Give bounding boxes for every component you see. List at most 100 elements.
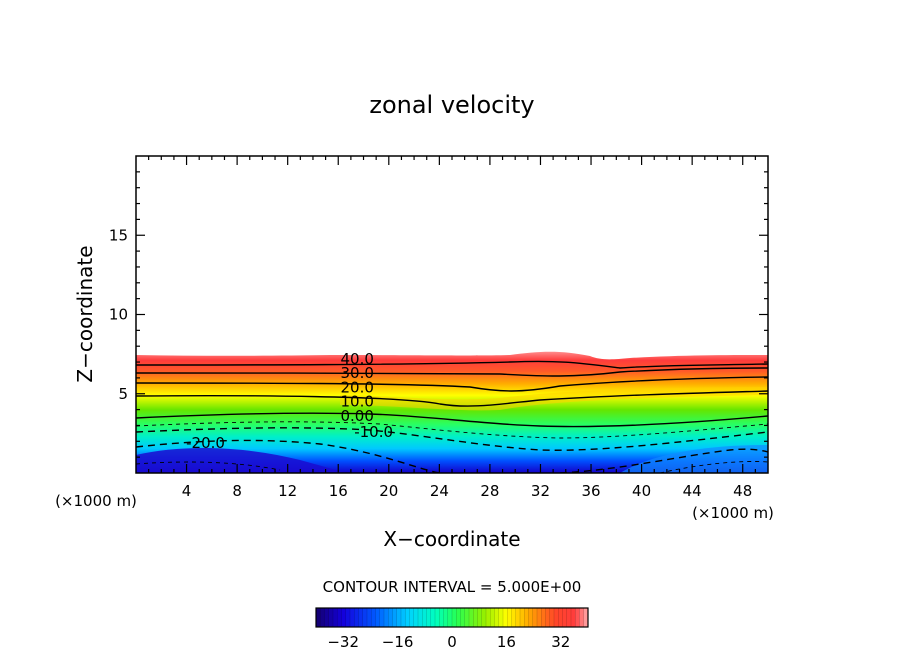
colorbar-cell bbox=[392, 608, 398, 627]
colorbar-cell bbox=[379, 608, 385, 627]
colorbar-cell bbox=[405, 608, 410, 627]
colorbar-cell bbox=[473, 608, 478, 627]
colorbar-cell bbox=[537, 608, 542, 627]
x-tick-label: 32 bbox=[531, 482, 550, 500]
contour-label: 40.0 bbox=[340, 350, 373, 368]
x-tick-label: 44 bbox=[683, 482, 702, 500]
colorbar-cell bbox=[515, 608, 521, 627]
colorbar-cell bbox=[362, 608, 368, 627]
x-unit-label-left: (×1000 m) bbox=[55, 492, 137, 510]
colorbar-cell bbox=[452, 608, 457, 627]
colorbar-tick-label: 32 bbox=[551, 633, 570, 651]
contour-label: 0.00 bbox=[340, 407, 373, 425]
chart-title: zonal velocity bbox=[369, 91, 534, 119]
colorbar-cell bbox=[490, 608, 495, 627]
colorbar-cell bbox=[558, 608, 563, 627]
colorbar-tick-label: 16 bbox=[497, 633, 516, 651]
colorbar-cell bbox=[579, 608, 585, 627]
y-tick-label: 15 bbox=[109, 226, 128, 244]
colorbar-cell bbox=[583, 608, 589, 627]
colorbar-cell bbox=[358, 608, 364, 627]
contour-labels: 40.030.020.010.00.00-10.0 -20.0 bbox=[186, 350, 393, 452]
contour-interval-text: CONTOUR INTERVAL = 5.000E+00 bbox=[323, 578, 582, 596]
colorbar-cell bbox=[456, 608, 461, 627]
colorbar-frame bbox=[315, 607, 589, 628]
x-tick-label: 24 bbox=[430, 482, 449, 500]
colorbar-cell bbox=[520, 608, 525, 627]
colorbar-cell bbox=[528, 608, 534, 627]
colorbar-cell bbox=[367, 608, 372, 627]
colorbar-cell bbox=[316, 608, 321, 627]
colorbar-cell bbox=[507, 608, 512, 627]
contour-label: 10.0 bbox=[340, 393, 373, 411]
y-tick-label: 10 bbox=[109, 306, 128, 324]
contour-minus-5 bbox=[136, 421, 768, 439]
x-tick-label: 12 bbox=[278, 482, 297, 500]
axis-ticks bbox=[136, 156, 768, 473]
colorbar-tick-label: 0 bbox=[447, 633, 457, 651]
contour-label: 20.0 bbox=[340, 378, 373, 396]
x-axis-label: X−coordinate bbox=[383, 527, 520, 551]
colorbar-cell bbox=[498, 608, 504, 627]
colorbar-cell bbox=[401, 608, 406, 627]
contour-20 bbox=[136, 376, 768, 392]
colorbar-cell bbox=[494, 608, 500, 627]
colorbar-cell bbox=[435, 608, 440, 627]
colorbar-cell bbox=[486, 608, 491, 627]
x-tick-label: 8 bbox=[232, 482, 242, 500]
colorbar-cell bbox=[409, 608, 415, 627]
colorbar-cell bbox=[541, 608, 546, 627]
x-tick-label: 36 bbox=[581, 482, 600, 500]
x-tick-label: 20 bbox=[379, 482, 398, 500]
y-axis-label: Z−coordinate bbox=[73, 245, 97, 382]
contour-label: -20.0 bbox=[186, 434, 225, 452]
contour-30 bbox=[136, 367, 768, 377]
contour-minus-25 bbox=[136, 461, 768, 473]
colorbar-cell bbox=[350, 608, 355, 627]
colorbar-cell bbox=[328, 608, 334, 627]
colorbar-cell bbox=[439, 608, 444, 627]
colorbar-cell bbox=[532, 608, 538, 627]
colorbar-cell bbox=[324, 608, 330, 627]
colorbar-cell bbox=[354, 608, 359, 627]
colorbar-cell bbox=[481, 608, 487, 627]
contour-10 bbox=[136, 390, 768, 407]
contour-lines bbox=[136, 360, 768, 473]
contour-label: -10.0 bbox=[354, 423, 393, 441]
colorbar-cell bbox=[469, 608, 474, 627]
colorbar-cell bbox=[447, 608, 453, 627]
contour-minus-20 bbox=[136, 439, 768, 473]
colorbar-cell bbox=[341, 608, 347, 627]
x-tick-label: 48 bbox=[733, 482, 752, 500]
colorbar-cell bbox=[345, 608, 351, 627]
contour-40 bbox=[136, 360, 768, 369]
x-tick-label: 40 bbox=[632, 482, 651, 500]
colorbar-cell bbox=[464, 608, 470, 627]
colorbar-cell bbox=[320, 608, 325, 627]
colorbar-cell bbox=[549, 608, 555, 627]
colorbar-cell bbox=[511, 608, 517, 627]
colorbar-cell bbox=[554, 608, 559, 627]
colorbar-cell bbox=[396, 608, 402, 627]
colorbar-cell bbox=[388, 608, 393, 627]
colorbar-cell bbox=[575, 608, 580, 627]
colorbar-tick-label: −16 bbox=[382, 633, 414, 651]
colorbar-cell bbox=[562, 608, 568, 627]
x-unit-label-right: (×1000 m) bbox=[692, 504, 774, 522]
x-tick-label: 16 bbox=[329, 482, 348, 500]
y-tick-label: 5 bbox=[118, 385, 128, 403]
x-tick-label: 4 bbox=[182, 482, 192, 500]
colorbar-cell bbox=[375, 608, 381, 627]
colorbar-cell bbox=[413, 608, 419, 627]
colorbar bbox=[315, 608, 589, 627]
contour-0 bbox=[136, 412, 768, 428]
x-tick-label: 28 bbox=[480, 482, 499, 500]
colorbar-cell bbox=[422, 608, 427, 627]
colorbar-cell bbox=[430, 608, 436, 627]
colorbar-cell bbox=[418, 608, 423, 627]
colorbar-cell bbox=[337, 608, 342, 627]
colorbar-cell bbox=[460, 608, 466, 627]
negative-core-left bbox=[136, 448, 350, 473]
colorbar-cell bbox=[524, 608, 529, 627]
